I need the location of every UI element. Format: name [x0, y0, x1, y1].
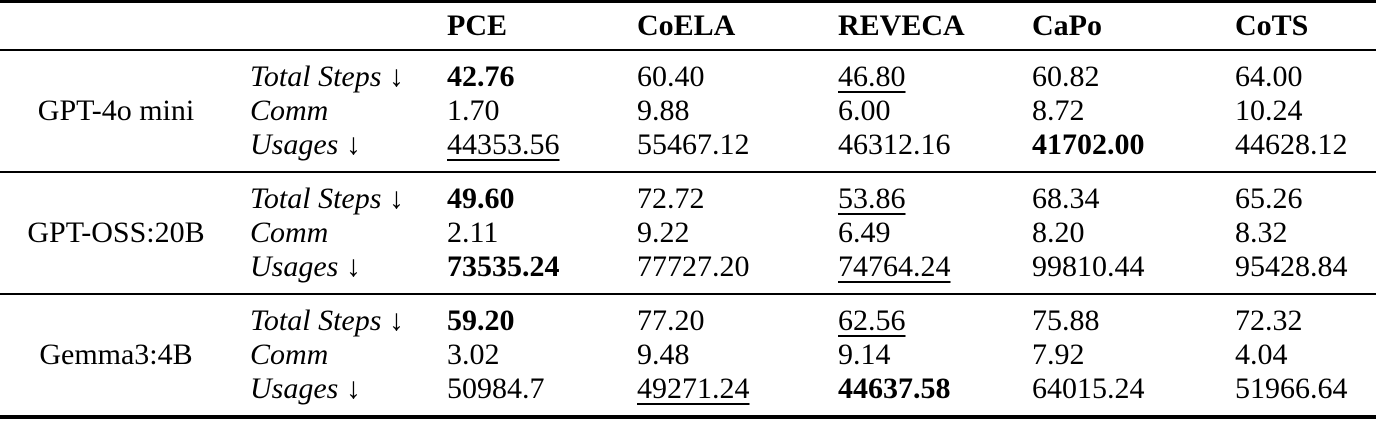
value-cell: 65.26	[1235, 182, 1303, 215]
value-cell: 9.88	[637, 94, 690, 127]
value-cell: 9.48	[637, 338, 690, 371]
table-row: Comm 1.70 9.88 6.00 8.72 10.24	[0, 94, 1376, 128]
value-cell: 6.49	[838, 216, 891, 249]
table-row: GPT-OSS:20B Total Steps ↓ 49.60 72.72 53.86 6…	[0, 172, 1376, 249]
value-cell: 9.22	[637, 216, 690, 249]
header-row: PCE CoELA REVECA CaPo CoTS	[0, 2, 1376, 51]
value-cell: 51966.64	[1235, 372, 1348, 405]
value-cell: 77.20	[637, 304, 705, 337]
metric-label: Usages ↓	[250, 372, 361, 405]
column-header-coela: CoELA	[637, 9, 736, 42]
value-cell: 7.92	[1032, 338, 1085, 371]
value-cell: 10.24	[1235, 94, 1303, 127]
model-name: GPT-4o mini	[37, 94, 195, 127]
metric-label: Usages ↓	[250, 128, 361, 161]
value-cell: 46.80	[838, 60, 906, 93]
table-row: Usages ↓ 50984.7 49271.24 44637.58 64015.24 5…	[0, 372, 1376, 417]
model-block: GPT-OSS:20B Total Steps ↓ 49.60 72.72 53.86 6…	[0, 172, 1376, 294]
table-row: Gemma3:4B Total Steps ↓ 59.20 77.20 62.56 75.…	[0, 294, 1376, 371]
value-cell: 77727.20	[637, 250, 750, 283]
header-spacer	[0, 2, 447, 51]
value-cell: 53.86	[838, 182, 906, 215]
value-cell: 55467.12	[637, 128, 750, 161]
value-cell: 41702.00	[1032, 128, 1145, 161]
value-cell: 44353.56	[447, 128, 560, 161]
value-cell: 6.00	[838, 94, 891, 127]
column-header-capo: CaPo	[1032, 9, 1102, 42]
metric-label: Total Steps ↓	[250, 182, 404, 215]
model-block: Gemma3:4B Total Steps ↓ 59.20 77.20 62.56 75.…	[0, 294, 1376, 417]
metric-label: Usages ↓	[250, 250, 361, 283]
model-name: Gemma3:4B	[39, 338, 193, 371]
value-cell: 72.32	[1235, 304, 1303, 337]
table-row: GPT-4o mini Total Steps ↓ 42.76 60.40 46.80 6…	[0, 50, 1376, 127]
value-cell: 74764.24	[838, 250, 951, 283]
value-cell: 8.72	[1032, 94, 1085, 127]
value-cell: 44637.58	[838, 372, 951, 405]
value-cell: 64015.24	[1032, 372, 1145, 405]
metric-label: Comm	[250, 94, 329, 127]
value-cell: 60.82	[1032, 60, 1100, 93]
column-header-pce: PCE	[447, 9, 507, 42]
table-row: Comm 3.02 9.48 9.14 7.92 4.04	[0, 338, 1376, 372]
value-cell: 95428.84	[1235, 250, 1348, 283]
value-cell: 73535.24	[447, 250, 560, 283]
value-cell: 64.00	[1235, 60, 1303, 93]
value-cell: 9.14	[838, 338, 891, 371]
value-cell: 62.56	[838, 304, 906, 337]
value-cell: 72.72	[637, 182, 705, 215]
value-cell: 2.11	[447, 216, 499, 249]
value-cell: 68.34	[1032, 182, 1100, 215]
model-block: GPT-4o mini Total Steps ↓ 42.76 60.40 46.80 6…	[0, 50, 1376, 172]
value-cell: 8.32	[1235, 216, 1288, 249]
value-cell: 46312.16	[838, 128, 951, 161]
column-header-reveca: REVECA	[838, 9, 965, 42]
model-name: GPT-OSS:20B	[27, 216, 205, 249]
metric-label: Total Steps ↓	[250, 60, 404, 93]
value-cell: 44628.12	[1235, 128, 1348, 161]
value-cell: 75.88	[1032, 304, 1100, 337]
value-cell: 50984.7	[447, 372, 545, 405]
value-cell: 3.02	[447, 338, 500, 371]
value-cell: 4.04	[1235, 338, 1288, 371]
value-cell: 49271.24	[637, 372, 750, 405]
value-cell: 59.20	[447, 304, 515, 337]
value-cell: 42.76	[447, 60, 515, 93]
value-cell: 1.70	[447, 94, 500, 127]
metric-label: Total Steps ↓	[250, 304, 404, 337]
value-cell: 60.40	[637, 60, 705, 93]
value-cell: 99810.44	[1032, 250, 1145, 283]
metric-label: Comm	[250, 216, 329, 249]
value-cell: 8.20	[1032, 216, 1085, 249]
metric-label: Comm	[250, 338, 329, 371]
table-row: Usages ↓ 44353.56 55467.12 46312.16 41702.00…	[0, 128, 1376, 172]
table-row: Comm 2.11 9.22 6.49 8.20 8.32	[0, 216, 1376, 250]
column-header-cots: CoTS	[1235, 9, 1309, 42]
table-header: PCE CoELA REVECA CaPo CoTS	[0, 2, 1376, 51]
table-row: Usages ↓ 73535.24 77727.20 74764.24 99810.44…	[0, 250, 1376, 294]
value-cell: 49.60	[447, 182, 515, 215]
